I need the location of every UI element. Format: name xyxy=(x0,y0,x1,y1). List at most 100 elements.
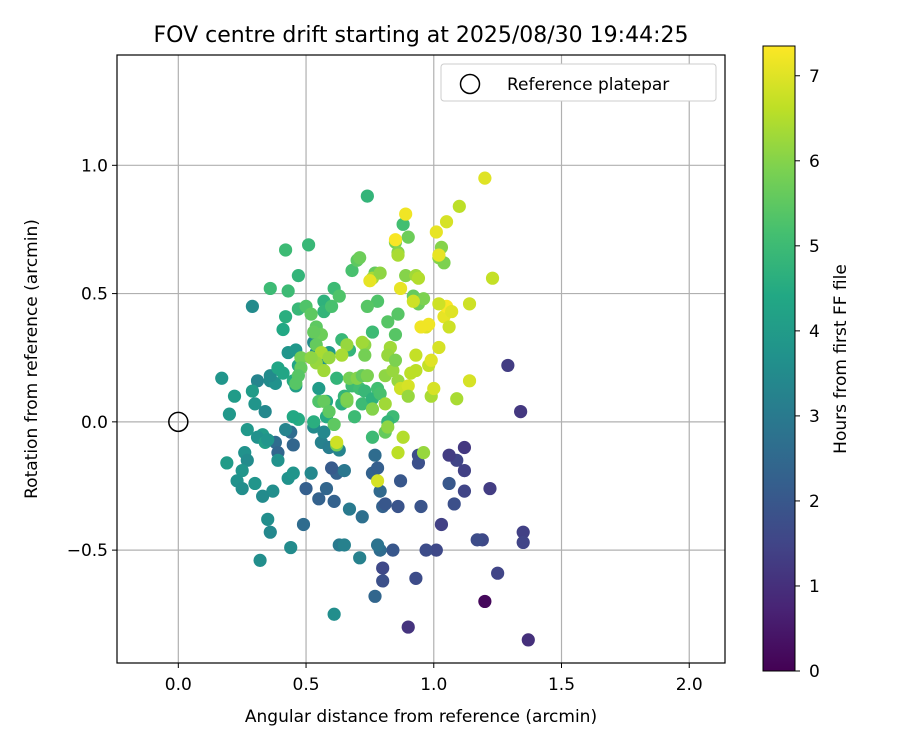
data-point xyxy=(401,389,415,403)
data-point xyxy=(324,461,339,475)
colorbar-tick-label: 6 xyxy=(809,152,820,172)
data-point xyxy=(353,251,367,265)
data-point xyxy=(327,417,341,432)
data-point xyxy=(457,463,472,478)
data-point xyxy=(276,366,290,380)
x-tick-label: 1.0 xyxy=(420,675,447,695)
data-point xyxy=(370,294,385,308)
colorbar-gradient xyxy=(762,45,796,672)
data-point xyxy=(445,304,459,319)
y-tick-label: −0.5 xyxy=(67,541,108,561)
data-point xyxy=(478,171,492,185)
data-point xyxy=(301,238,316,252)
data-point xyxy=(365,325,380,339)
data-point xyxy=(291,269,305,283)
data-point xyxy=(439,215,454,229)
y-axis-ticks: −0.5 0.0 0.5 1.0 xyxy=(67,156,117,561)
data-point xyxy=(312,492,326,506)
data-point xyxy=(457,440,472,455)
data-point xyxy=(281,284,295,298)
data-point xyxy=(337,463,351,478)
y-tick-label: 0.0 xyxy=(81,413,108,433)
data-point xyxy=(324,299,339,314)
data-point xyxy=(401,620,415,634)
data-point xyxy=(470,533,484,547)
data-point xyxy=(416,446,431,460)
y-tick-label: 0.5 xyxy=(81,285,108,305)
data-point xyxy=(388,353,403,367)
data-point xyxy=(266,484,280,498)
data-point xyxy=(340,392,354,406)
data-point xyxy=(414,320,428,334)
data-point xyxy=(478,594,492,609)
data-point xyxy=(245,299,259,314)
data-point xyxy=(399,207,413,221)
legend-reference-marker xyxy=(459,73,481,95)
plot-frame xyxy=(116,54,726,664)
colorbar-tick-label: 1 xyxy=(809,577,820,597)
data-point xyxy=(263,525,277,539)
data-point xyxy=(337,538,351,552)
colorbar-tick-label: 4 xyxy=(809,322,820,342)
data-point xyxy=(373,484,387,498)
y-axis-label: Rotation from reference (arcmin) xyxy=(22,219,42,499)
data-point xyxy=(424,353,438,367)
x-tick-label: 0.0 xyxy=(165,675,192,695)
data-point xyxy=(370,538,385,552)
x-axis-label: Angular distance from reference (arcmin) xyxy=(245,707,597,727)
data-point xyxy=(432,297,446,311)
data-point xyxy=(284,540,298,555)
data-point xyxy=(386,543,400,557)
data-point xyxy=(261,512,275,526)
colorbar-tick-label: 5 xyxy=(809,237,820,257)
colorbar-tick-label: 2 xyxy=(809,492,820,512)
data-point xyxy=(261,433,275,447)
data-point xyxy=(245,384,259,398)
legend-box xyxy=(440,63,717,102)
colorbar: 0 1 2 3 4 5 6 7 Hours from first FF file xyxy=(762,45,851,682)
data-point xyxy=(452,199,466,213)
data-point xyxy=(447,497,461,511)
data-point xyxy=(296,517,311,532)
data-point xyxy=(373,387,387,401)
data-point xyxy=(256,489,270,503)
colorbar-tick-label: 3 xyxy=(809,407,820,427)
data-point xyxy=(327,607,341,621)
data-point xyxy=(462,374,477,388)
data-point xyxy=(250,374,265,388)
data-point xyxy=(312,381,326,396)
data-point xyxy=(360,189,374,203)
data-point xyxy=(215,371,229,385)
data-point xyxy=(332,289,346,303)
x-tick-label: 0.5 xyxy=(293,675,320,695)
colorbar-label: Hours from first FF file xyxy=(831,264,851,454)
data-point xyxy=(330,435,344,449)
data-point xyxy=(360,369,374,383)
data-point xyxy=(353,551,367,565)
data-point xyxy=(304,466,318,480)
data-point xyxy=(401,379,415,393)
data-point xyxy=(386,363,400,378)
data-point xyxy=(271,453,285,467)
data-point xyxy=(342,502,357,516)
data-point xyxy=(304,307,318,321)
data-point xyxy=(330,371,344,385)
data-point xyxy=(409,571,423,585)
data-point xyxy=(235,463,249,478)
data-point xyxy=(286,466,300,480)
data-point xyxy=(409,363,423,378)
data-point xyxy=(429,225,443,239)
data-point xyxy=(409,348,423,362)
data-point xyxy=(416,292,431,306)
colorbar-tick-label: 7 xyxy=(809,67,820,87)
data-point xyxy=(388,328,403,342)
data-point xyxy=(248,476,262,491)
data-point xyxy=(450,392,464,406)
data-point xyxy=(368,448,382,462)
data-point xyxy=(240,422,254,437)
data-point xyxy=(365,402,380,416)
data-point xyxy=(457,484,472,498)
data-point xyxy=(396,430,410,444)
data-point xyxy=(406,294,420,308)
